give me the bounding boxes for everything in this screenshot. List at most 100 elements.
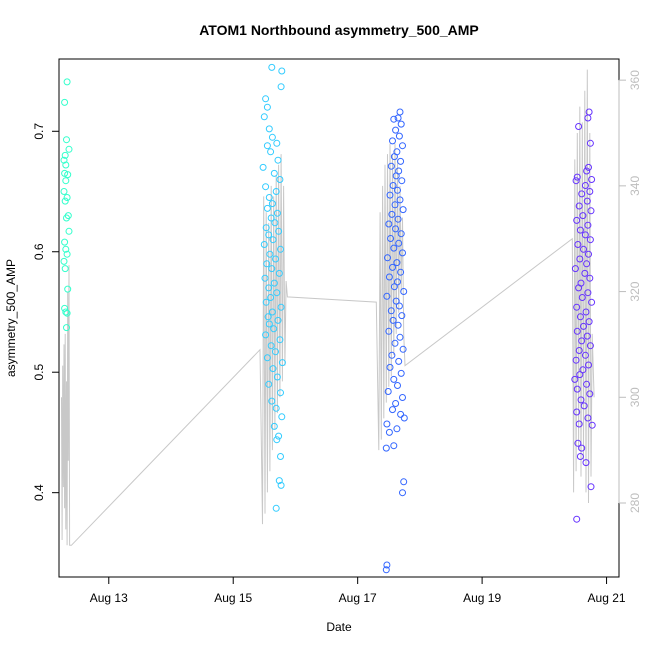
- data-point: [275, 477, 283, 485]
- data-point: [576, 371, 584, 379]
- data-point: [571, 375, 579, 383]
- y-axis: 0.4 0.5 0.6 0.7: [32, 123, 60, 501]
- data-point: [395, 302, 403, 310]
- points-layer: [60, 63, 596, 574]
- data-point: [394, 114, 402, 122]
- x-tick-label: Aug 15: [214, 591, 252, 605]
- data-point: [386, 191, 394, 199]
- data-point: [579, 366, 587, 374]
- data-point: [587, 207, 595, 215]
- data-point: [268, 63, 276, 71]
- data-point: [63, 194, 71, 201]
- data-point: [575, 420, 583, 428]
- data-point: [586, 236, 594, 244]
- data-point: [573, 216, 581, 224]
- data-point: [269, 236, 277, 244]
- data-point: [586, 188, 594, 195]
- data-point: [398, 177, 406, 185]
- data-point: [265, 284, 273, 292]
- data-point: [584, 221, 592, 229]
- data-point: [278, 359, 286, 367]
- data-point: [264, 313, 272, 321]
- data-point: [385, 273, 393, 281]
- data-point: [62, 161, 70, 169]
- data-point: [580, 402, 588, 410]
- data-point: [383, 420, 391, 428]
- data-point: [392, 225, 400, 233]
- data-point: [263, 142, 271, 150]
- data-point: [586, 274, 594, 282]
- data-point: [383, 561, 391, 569]
- chart-title: ATOM1 Northbound asymmetry_500_AMP: [199, 22, 479, 38]
- data-point: [575, 123, 583, 130]
- data-point: [578, 294, 586, 301]
- data-point: [384, 388, 392, 395]
- y-tick-label: 0.4: [32, 484, 46, 501]
- data-point: [268, 200, 276, 208]
- data-point: [270, 422, 278, 430]
- data-point: [273, 139, 281, 147]
- data-point: [578, 337, 586, 345]
- y-axis-label: asymmetry_500_AMP: [4, 259, 18, 377]
- data-point: [274, 156, 282, 164]
- data-point: [582, 459, 590, 467]
- data-point: [583, 167, 591, 175]
- data-point: [268, 397, 276, 405]
- data-point: [396, 108, 404, 116]
- data-point: [575, 284, 583, 292]
- data-point: [389, 137, 396, 145]
- data-point: [391, 339, 399, 347]
- data-point: [267, 214, 275, 222]
- data-point: [65, 227, 73, 235]
- data-point: [263, 204, 271, 212]
- data-point: [270, 325, 278, 333]
- plot-frame: [58, 58, 620, 578]
- data-point: [395, 357, 403, 365]
- y-tick-label: 0.6: [32, 243, 46, 260]
- data-point: [400, 478, 408, 486]
- data-point: [586, 390, 594, 398]
- data-point: [575, 347, 583, 354]
- data-point: [382, 444, 390, 452]
- data-point: [62, 177, 70, 185]
- data-point: [396, 333, 404, 341]
- data-point: [272, 255, 279, 263]
- data-point: [63, 214, 70, 222]
- y2-axis: 280 300 320 340 360: [618, 70, 642, 513]
- data-point: [575, 202, 583, 210]
- data-point: [265, 231, 273, 239]
- data-point: [265, 125, 273, 133]
- data-point: [577, 396, 585, 404]
- y2-tick-label: 280: [628, 493, 642, 513]
- data-point: [392, 126, 400, 134]
- data-point: [391, 201, 399, 209]
- data-point: [581, 269, 589, 277]
- data-point: [61, 151, 69, 159]
- data-point: [63, 250, 71, 258]
- data-point: [387, 162, 395, 170]
- data-point: [585, 250, 592, 258]
- data-point: [400, 288, 408, 295]
- data-point: [265, 194, 273, 201]
- data-point: [385, 428, 393, 436]
- data-point: [65, 145, 73, 153]
- data-point: [390, 442, 398, 450]
- data-point: [267, 294, 275, 301]
- data-point: [63, 324, 70, 332]
- data-point: [273, 373, 281, 381]
- data-point: [278, 67, 286, 75]
- data-point: [387, 307, 395, 315]
- data-point: [571, 265, 579, 273]
- data-point: [399, 345, 407, 353]
- data-point: [399, 489, 406, 497]
- data-point: [573, 385, 581, 393]
- data-point: [574, 439, 582, 447]
- data-point: [586, 342, 594, 350]
- data-point: [272, 188, 280, 195]
- data-point: [61, 169, 69, 177]
- data-point: [277, 389, 284, 397]
- data-point: [394, 382, 401, 389]
- data-point: [276, 336, 284, 344]
- y2-tick-label: 300: [628, 387, 642, 407]
- x-tick-label: Aug 13: [90, 591, 128, 605]
